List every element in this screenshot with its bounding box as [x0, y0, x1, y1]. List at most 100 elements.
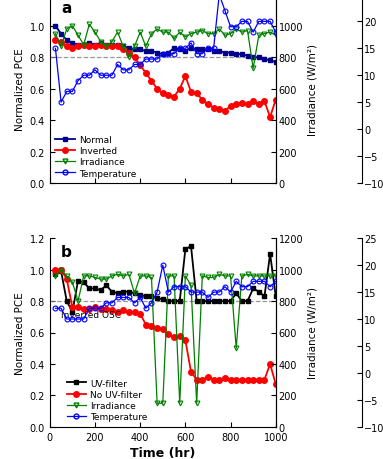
Legend: UV-filter, No UV-filter, Irradiance, Temperature: UV-filter, No UV-filter, Irradiance, Tem… — [64, 376, 150, 424]
Y-axis label: Irradiance (W/m²): Irradiance (W/m²) — [307, 44, 318, 135]
UV-filter — [93, 286, 97, 291]
Normal — [206, 48, 210, 53]
UV-filter — [87, 286, 92, 291]
No UV-filter — [104, 307, 109, 312]
Normal — [53, 24, 58, 29]
No UV-filter — [223, 375, 227, 381]
UV-filter — [234, 291, 239, 297]
UV-filter — [211, 299, 216, 304]
Text: Inverted OSC: Inverted OSC — [61, 310, 121, 319]
Inverted — [87, 45, 92, 50]
Inverted — [177, 87, 182, 92]
Inverted — [183, 74, 188, 80]
No UV-filter — [257, 377, 261, 383]
Inverted — [132, 56, 137, 61]
Normal — [104, 43, 109, 48]
Inverted — [172, 95, 176, 100]
UV-filter — [251, 286, 255, 291]
UV-filter — [160, 297, 165, 302]
Inverted — [149, 79, 154, 84]
No UV-filter — [200, 377, 205, 383]
UV-filter — [273, 294, 278, 299]
No UV-filter — [228, 377, 233, 383]
Line: No UV-filter: No UV-filter — [52, 267, 278, 387]
Normal — [183, 49, 188, 55]
Normal — [138, 48, 142, 53]
No UV-filter — [189, 369, 193, 375]
Normal — [268, 58, 272, 64]
Normal — [245, 54, 250, 59]
No UV-filter — [217, 377, 221, 383]
No UV-filter — [126, 310, 131, 315]
UV-filter — [257, 289, 261, 295]
No UV-filter — [98, 307, 103, 312]
Inverted — [262, 99, 267, 105]
Inverted — [155, 87, 159, 92]
No UV-filter — [138, 311, 142, 317]
UV-filter — [223, 299, 227, 304]
Normal — [240, 52, 244, 58]
Inverted — [76, 45, 80, 50]
No UV-filter — [240, 377, 244, 383]
Y-axis label: Normalized PCE: Normalized PCE — [15, 291, 25, 374]
Line: Normal: Normal — [53, 24, 278, 65]
No UV-filter — [76, 305, 80, 310]
No UV-filter — [81, 307, 86, 312]
No UV-filter — [110, 308, 114, 313]
Inverted — [240, 101, 244, 106]
UV-filter — [59, 269, 64, 274]
No UV-filter — [115, 310, 120, 315]
No UV-filter — [273, 382, 278, 387]
UV-filter — [172, 299, 176, 304]
UV-filter — [53, 272, 58, 278]
Normal — [251, 56, 255, 61]
UV-filter — [217, 299, 221, 304]
Inverted — [257, 102, 261, 108]
UV-filter — [121, 289, 126, 295]
Y-axis label: Normalized PCE: Normalized PCE — [15, 48, 25, 131]
Inverted — [138, 63, 142, 69]
Inverted — [121, 48, 126, 53]
Normal — [87, 41, 92, 47]
No UV-filter — [183, 338, 188, 343]
No UV-filter — [121, 308, 126, 313]
Text: a: a — [61, 1, 72, 16]
UV-filter — [98, 288, 103, 293]
UV-filter — [268, 252, 272, 257]
Normal — [76, 43, 80, 48]
Inverted — [251, 99, 255, 105]
Normal — [126, 46, 131, 51]
Line: UV-filter: UV-filter — [53, 244, 278, 315]
Inverted — [245, 102, 250, 108]
No UV-filter — [93, 305, 97, 310]
Normal — [172, 46, 176, 51]
UV-filter — [195, 299, 199, 304]
No UV-filter — [211, 377, 216, 383]
UV-filter — [245, 299, 250, 304]
Inverted — [217, 107, 221, 112]
Inverted — [70, 46, 75, 51]
Normal — [70, 41, 75, 47]
Y-axis label: Irradiance (W/m²): Irradiance (W/m²) — [307, 287, 318, 379]
Normal — [177, 48, 182, 53]
UV-filter — [166, 299, 171, 304]
Inverted — [115, 45, 120, 50]
Normal — [144, 49, 148, 55]
No UV-filter — [245, 377, 250, 383]
No UV-filter — [53, 267, 58, 273]
UV-filter — [110, 289, 114, 295]
No UV-filter — [87, 307, 92, 312]
Inverted — [206, 102, 210, 108]
Inverted — [126, 50, 131, 56]
Inverted — [268, 115, 272, 120]
Normal — [149, 49, 154, 55]
Normal — [234, 52, 239, 58]
Normal — [121, 45, 126, 50]
UV-filter — [240, 299, 244, 304]
UV-filter — [126, 289, 131, 295]
No UV-filter — [155, 325, 159, 331]
Normal — [223, 50, 227, 56]
UV-filter — [64, 299, 69, 304]
Normal — [155, 50, 159, 56]
UV-filter — [155, 296, 159, 301]
